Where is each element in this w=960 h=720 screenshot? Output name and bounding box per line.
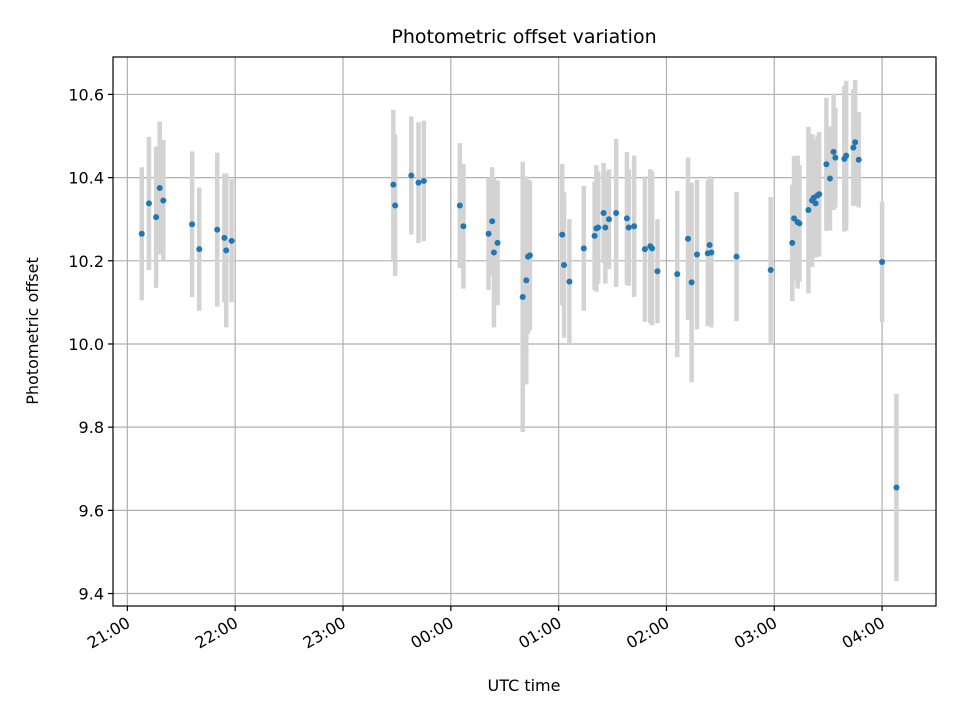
data-point — [392, 202, 399, 209]
data-point — [600, 209, 607, 216]
data-point — [485, 230, 492, 237]
data-point — [526, 252, 533, 259]
data-point — [843, 152, 850, 159]
data-point — [214, 226, 221, 233]
data-point — [796, 220, 803, 227]
data-point — [153, 214, 160, 221]
data-point — [852, 139, 859, 146]
data-point — [694, 251, 701, 258]
data-point — [196, 246, 203, 253]
data-point — [812, 200, 819, 207]
y-tick-label: 9.6 — [79, 501, 104, 520]
data-point — [408, 172, 415, 179]
data-point — [460, 223, 467, 230]
data-point — [591, 232, 598, 239]
data-point — [850, 144, 857, 151]
data-point — [791, 215, 798, 222]
data-point — [566, 278, 573, 285]
x-tick-label: 01:00 — [515, 613, 564, 653]
data-point — [523, 277, 530, 284]
data-point — [631, 223, 638, 230]
y-tick-label: 10.0 — [68, 335, 104, 354]
data-point — [823, 161, 830, 168]
data-point — [706, 241, 713, 248]
data-point — [816, 191, 823, 198]
data-point — [623, 215, 630, 222]
data-points — [138, 139, 900, 491]
data-point — [879, 259, 886, 266]
data-point — [602, 224, 609, 231]
y-axis-label: Photometric offset — [23, 257, 42, 405]
data-point — [580, 245, 587, 252]
x-tick-label: 22:00 — [192, 613, 241, 653]
data-point — [559, 231, 566, 238]
data-point — [145, 200, 152, 207]
y-tick-label: 9.8 — [79, 418, 104, 437]
data-point — [893, 484, 900, 491]
y-tick-label: 10.2 — [68, 252, 104, 271]
data-point — [789, 239, 796, 246]
error-bars — [139, 79, 899, 582]
data-point — [221, 234, 228, 241]
x-tick-label: 03:00 — [731, 613, 780, 653]
data-point — [685, 235, 692, 242]
data-point — [826, 175, 833, 182]
data-point — [223, 247, 230, 254]
chart-title: Photometric offset variation — [391, 26, 656, 48]
data-point — [420, 177, 427, 184]
data-point — [688, 279, 695, 286]
x-axis-label: UTC time — [488, 676, 561, 695]
x-tick-label: 04:00 — [839, 613, 888, 653]
plot-frame — [112, 56, 937, 607]
data-point — [830, 148, 837, 155]
data-point — [189, 221, 196, 228]
data-point — [654, 268, 661, 275]
data-point — [494, 239, 501, 246]
data-point — [138, 230, 145, 237]
data-point — [674, 271, 681, 278]
data-point — [415, 179, 422, 186]
data-point — [160, 197, 167, 204]
y-tick-label: 9.4 — [79, 585, 104, 604]
data-point — [390, 181, 397, 188]
data-point — [456, 202, 463, 209]
data-point — [561, 261, 568, 268]
data-point — [156, 185, 163, 192]
data-point — [613, 209, 620, 216]
data-point — [832, 154, 839, 161]
data-point — [641, 246, 648, 253]
data-point — [519, 293, 526, 300]
data-point — [489, 218, 496, 225]
x-tick-label: 00:00 — [407, 613, 456, 653]
y-tick-label: 10.4 — [68, 169, 104, 188]
data-point — [733, 253, 740, 260]
data-point — [855, 156, 862, 163]
data-point — [605, 216, 612, 223]
data-point — [228, 237, 235, 244]
y-tick-label: 10.6 — [68, 85, 104, 104]
x-tick-label: 23:00 — [300, 613, 349, 653]
data-point — [490, 249, 497, 256]
data-point — [708, 249, 715, 256]
data-point — [767, 266, 774, 273]
x-tick-label: 21:00 — [84, 613, 133, 653]
data-point — [595, 224, 602, 231]
x-tick-label: 02:00 — [623, 613, 672, 653]
data-point — [625, 224, 632, 231]
data-point — [805, 207, 812, 214]
data-point — [649, 245, 656, 252]
